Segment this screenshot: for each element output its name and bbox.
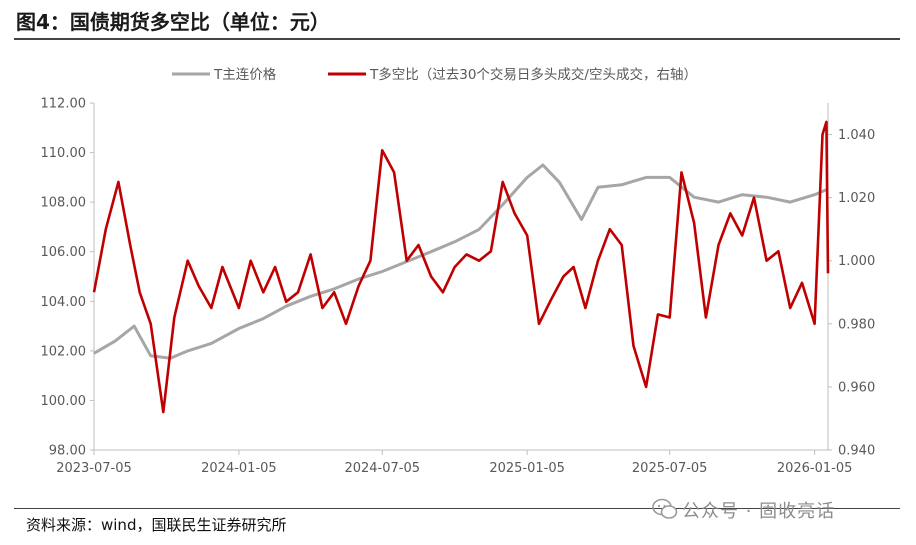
right-tick-label: 1.040 <box>838 128 875 143</box>
chart-legend: T主连价格 T多空比（过去30个交易日多头成交/空头成交，右轴） <box>172 66 697 83</box>
chart-lines <box>92 120 830 414</box>
x-tick-label: 2023-07-05 <box>56 461 132 476</box>
right-tick-label: 0.980 <box>838 317 875 332</box>
dual-axis-line-chart: T主连价格 T多空比（过去30个交易日多头成交/空头成交，右轴） 98.00 100… <box>41 66 876 477</box>
ratio-series-line <box>92 120 830 414</box>
left-tick-label: 112.00 <box>41 97 87 112</box>
left-tick-label: 108.00 <box>41 196 87 211</box>
x-tick-label: 2024-01-05 <box>201 461 277 476</box>
left-tick-label: 98.00 <box>49 444 86 459</box>
right-tick-label: 1.020 <box>838 191 875 206</box>
right-tick-label: 1.000 <box>838 254 875 269</box>
left-tick-label: 106.00 <box>41 245 87 260</box>
left-tick-label: 110.00 <box>41 146 87 161</box>
left-tick-label: 100.00 <box>41 394 87 409</box>
chart-axes: 98.00 100.00 102.00 104.00 106.00 108.00 110.0… <box>41 97 876 477</box>
legend-label: T多空比（过去30个交易日多头成交/空头成交，右轴） <box>369 66 697 83</box>
wechat-icon <box>652 498 678 519</box>
footer-divider <box>14 508 900 509</box>
price-series-line <box>93 163 827 360</box>
chart-title: 图4：国债期货多空比（单位：元） <box>16 10 330 34</box>
x-tick-label: 2024-07-05 <box>344 461 420 476</box>
watermark-text: 公众号 · 固收亮话 <box>682 501 836 522</box>
x-tick-label: 2026-01-05 <box>777 461 853 476</box>
title-divider <box>14 38 900 40</box>
right-tick-label: 0.940 <box>838 444 875 459</box>
source-note: 资料来源：wind，国联民生证券研究所 <box>26 516 287 534</box>
left-tick-label: 104.00 <box>41 295 87 310</box>
left-tick-label: 102.00 <box>41 344 87 359</box>
x-tick-label: 2025-01-05 <box>489 461 565 476</box>
legend-label: T主连价格 <box>213 67 277 83</box>
x-tick-label: 2025-07-05 <box>632 461 708 476</box>
right-tick-label: 0.960 <box>838 380 875 395</box>
